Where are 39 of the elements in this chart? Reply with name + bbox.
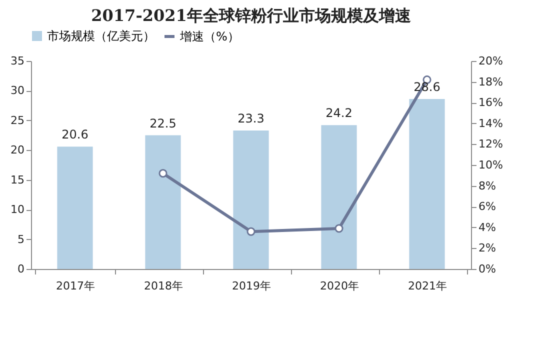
y2-tick-label: 2% [478, 242, 496, 255]
chart-title: 2017-2021年全球锌粉行业市场规模及增速 [91, 6, 412, 25]
y-tick-label: 30 [10, 84, 24, 98]
point [246, 227, 256, 236]
y2-tick-label: 20% [478, 54, 503, 68]
data-label: 24.2 [326, 106, 352, 120]
y-tick-label: 10 [10, 203, 24, 216]
x-tick-label: 2021年 [408, 280, 447, 292]
y2-tick-label: 10% [478, 158, 503, 172]
x-tick-label: 2019年 [232, 280, 271, 292]
legend-label: 市场规模（亿美元） [47, 29, 155, 43]
y-tick-label: 0 [18, 262, 24, 276]
y2-tick-label: 0% [478, 262, 496, 276]
y2-tick-label: 16% [478, 96, 503, 110]
y2-tick-label: 18% [478, 75, 503, 88]
x-tick-label: 2017年 [56, 280, 95, 292]
y-tick-label: 25 [10, 114, 24, 127]
y2-tick-label: 8% [478, 179, 496, 192]
bar [409, 99, 445, 269]
point [158, 169, 168, 178]
y-tick-label: 5 [18, 232, 24, 246]
y-tick-label: 15 [10, 173, 24, 186]
bar [145, 135, 181, 269]
data-label: 22.5 [150, 116, 176, 130]
y2-tick-label: 12% [478, 138, 503, 151]
data-label: 23.3 [238, 112, 264, 126]
bar [233, 130, 269, 269]
bar [321, 125, 357, 269]
bar [57, 146, 93, 269]
legend-label: 增速（%） [179, 30, 240, 44]
y2-tick-label: 6% [478, 200, 496, 214]
y2-tick-label: 4% [478, 220, 496, 234]
x-tick-label: 2020年 [320, 280, 359, 292]
y-tick-label: 35 [10, 54, 24, 68]
y-tick-label: 20 [10, 144, 24, 157]
data-label: 20.6 [62, 128, 88, 142]
point [334, 224, 344, 233]
x-tick-label: 2018年 [144, 280, 183, 292]
y2-tick-label: 14% [478, 116, 503, 130]
